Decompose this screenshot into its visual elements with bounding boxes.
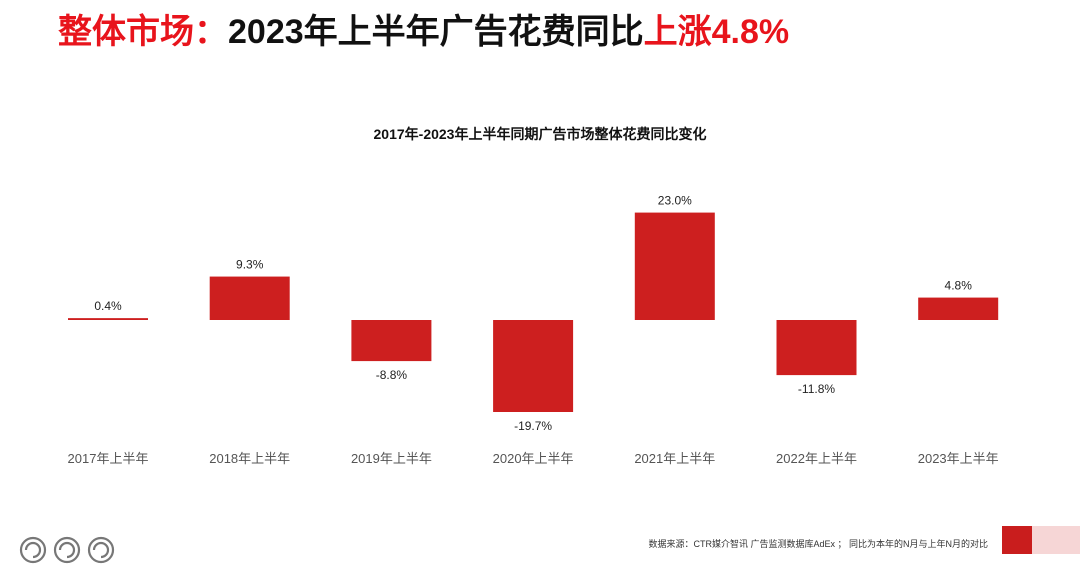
bar-2 [351,320,432,362]
footer-decoration-light [1032,526,1080,554]
bar-4 [634,212,715,320]
data-label-3: -19.7% [514,419,552,433]
data-label-6: 4.8% [945,279,973,293]
headline: 整体市场：2023年上半年广告花费同比上涨4.8% [58,10,789,54]
category-label-0: 2017年上半年 [68,451,149,466]
bar-0 [68,318,148,320]
category-label-2: 2019年上半年 [351,451,432,466]
category-label-6: 2023年上半年 [918,451,999,466]
bar-1 [209,276,290,320]
bar-3 [493,320,574,412]
data-label-2: -8.8% [376,368,408,382]
bar-6 [918,297,999,320]
bar-chart: 0.4% 2017年上半年 9.3% 2018年上半年 -8.8% 2019年上半年 -19… [68,194,999,466]
headline-main: 2023年上半年广告花费同比 [228,13,644,51]
bar-5 [776,320,857,376]
footer-decoration-dark [1002,526,1032,554]
data-label-5: -11.8% [798,382,835,396]
data-source-note: 数据来源：CTR媒介智讯 广告监测数据库AdEx ； 同比为本年的N月与上年N月… [648,539,988,549]
category-label-3: 2020年上半年 [493,451,574,466]
category-label-1: 2018年上半年 [209,451,290,466]
category-label-5: 2022年上半年 [776,451,857,466]
headline-prefix: 整体市场： [58,13,228,51]
data-label-0: 0.4% [94,299,122,313]
headline-highlight: 上涨4.8% [643,13,790,51]
data-label-4: 23.0% [658,194,692,208]
data-label-1: 9.3% [236,258,264,272]
chart-title: 2017年-2023年上半年同期广告市场整体花费同比变化 [373,126,707,142]
company-logo [19,536,115,564]
category-label-4: 2021年上半年 [634,451,715,466]
